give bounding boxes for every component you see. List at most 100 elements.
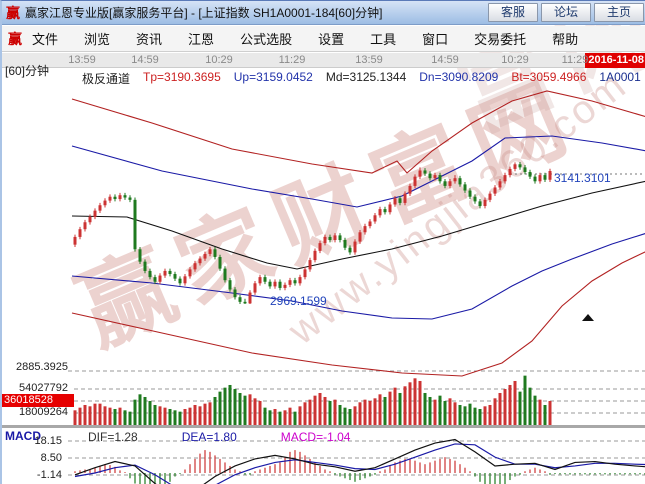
menu-item-工具[interactable]: 工具 <box>370 32 397 47</box>
indicator-value: Bt=3059.4966 <box>511 70 587 84</box>
indicator-value: Up=3159.0452 <box>233 70 313 84</box>
menu-bar: 赢 文件 浏览 资讯 江恩 公式选股 设置 工具 窗口 交易委托 帮助 <box>2 26 645 52</box>
volume-bar <box>213 396 217 425</box>
candle-body <box>453 178 457 182</box>
volume-bar <box>358 402 362 425</box>
volume-scale-label-low: 18009264 <box>19 406 68 418</box>
dif-value: DIF=1.28 <box>88 430 138 444</box>
candle-body <box>303 269 307 278</box>
volume-bar <box>438 395 442 425</box>
candle-body <box>148 270 152 278</box>
period-label: [60]分钟 <box>5 64 50 78</box>
volume-bar <box>338 404 342 425</box>
titlebar-button-主页[interactable]: 主页 <box>593 3 644 22</box>
menu-item-浏览[interactable]: 浏览 <box>84 32 111 47</box>
volume-bar <box>378 394 382 425</box>
candle-body <box>168 270 172 275</box>
candle-body <box>288 280 292 285</box>
menu-item-设置[interactable]: 设置 <box>318 32 345 47</box>
pane-separator <box>2 425 645 428</box>
macd-axis-8: 8.50 <box>40 452 62 464</box>
volume-bar <box>138 394 142 425</box>
volume-bar <box>368 400 372 425</box>
candle-body <box>483 199 487 207</box>
candle-body <box>143 261 147 271</box>
date-badge: 2016-11-08 <box>585 53 645 68</box>
candle-body <box>108 196 112 201</box>
candle-body <box>543 175 547 180</box>
candle-body <box>83 222 87 230</box>
volume-bar <box>268 410 272 425</box>
candle-body <box>188 269 192 277</box>
volume-bar <box>143 396 147 425</box>
candle-body <box>518 164 522 168</box>
volume-bar <box>473 407 477 425</box>
volume-bar <box>428 396 432 425</box>
candle-body <box>123 195 127 198</box>
time-tick: 10:29 <box>501 54 529 66</box>
channel-line-Tp <box>71 90 645 174</box>
candle-body <box>138 249 142 262</box>
menu-item-公式选股[interactable]: 公式选股 <box>240 32 293 47</box>
candle-body <box>203 253 207 259</box>
candle-body <box>368 221 372 227</box>
dea-value: DEA=1.80 <box>181 430 237 444</box>
candle-body <box>173 274 177 279</box>
candle-body <box>193 263 197 270</box>
candle-body <box>468 190 472 197</box>
candle-body <box>258 277 262 284</box>
volume-bar <box>108 407 112 425</box>
candle-body <box>198 258 202 264</box>
menu-item-资讯[interactable]: 资讯 <box>136 32 163 47</box>
volume-bar <box>383 396 387 425</box>
time-tick: 11:29 <box>278 54 306 66</box>
candle-body <box>73 236 77 245</box>
candle-body <box>353 241 357 253</box>
candle-body <box>313 250 317 261</box>
candle-body <box>333 235 337 241</box>
titlebar-button-客服[interactable]: 客服 <box>487 3 538 22</box>
price-scale-label: 2885.3925 <box>16 361 68 373</box>
menu-item-江恩[interactable]: 江恩 <box>188 32 215 47</box>
candle-body <box>118 195 122 200</box>
volume-bar <box>318 392 322 425</box>
menu-item-文件[interactable]: 文件 <box>32 32 59 47</box>
volume-bar <box>203 403 207 425</box>
menu-item-窗口[interactable]: 窗口 <box>422 32 449 47</box>
volume-bar <box>168 408 172 425</box>
volume-bar <box>468 403 472 425</box>
candle-body <box>378 209 382 216</box>
candle-body <box>318 243 322 251</box>
titlebar-button-论坛[interactable]: 论坛 <box>540 3 591 22</box>
volume-bar <box>73 410 77 425</box>
candle-body <box>208 249 212 254</box>
candle-body <box>338 235 342 241</box>
menu-item-交易委托[interactable]: 交易委托 <box>474 32 527 47</box>
volume-bar <box>518 391 522 425</box>
candle-body <box>423 170 427 174</box>
volume-bar <box>423 392 427 425</box>
volume-bar <box>333 399 337 425</box>
volume-bar <box>398 392 402 425</box>
volume-current-badge: 36018528 <box>2 394 74 407</box>
volume-bar <box>483 406 487 425</box>
dif-line <box>74 438 645 484</box>
volume-bar <box>288 407 292 425</box>
volume-bar <box>363 399 367 425</box>
volume-bar <box>538 399 542 425</box>
volume-bar <box>443 400 447 425</box>
candle-body <box>388 204 392 213</box>
volume-bar <box>123 410 127 425</box>
volume-bar <box>83 404 87 425</box>
candle-body <box>133 199 137 250</box>
candle-body <box>268 281 272 287</box>
candle-body <box>113 196 117 200</box>
menu-item-帮助[interactable]: 帮助 <box>552 32 579 47</box>
candle-body <box>283 284 287 288</box>
volume-bar <box>413 378 417 425</box>
candle-body <box>438 175 442 182</box>
volume-bar <box>158 406 162 425</box>
candle-body <box>418 170 422 177</box>
